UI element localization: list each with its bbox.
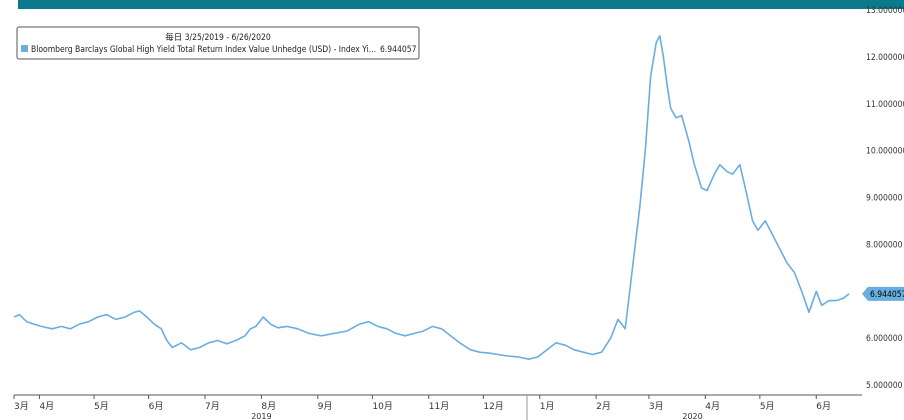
y-axis: 5.0000006.0000007.0000008.0000009.000000… <box>866 6 904 391</box>
x-tick-label: 10月 <box>372 401 392 412</box>
legend-box <box>16 26 420 60</box>
series-line <box>13 34 850 361</box>
y-tick-label: 5.000000 <box>866 381 903 391</box>
x-tick-label: 11月 <box>429 401 449 412</box>
x-tick-label: 6月 <box>149 401 164 412</box>
x-tick-label: 7月 <box>205 401 220 412</box>
last-value-badge: 6.944057 <box>862 286 904 301</box>
legend: 毎日 3/25/2019 - 6/26/2020 Bloomberg Barcl… <box>16 26 420 60</box>
x-tick-label: 1月 <box>540 401 555 412</box>
x-tick-label: 5月 <box>94 401 109 412</box>
y-tick-label: 9.000000 <box>866 194 903 204</box>
year-label: 2019 <box>251 412 271 420</box>
x-tick-label: 5月 <box>760 401 775 412</box>
x-tick-label: 8月 <box>261 401 276 412</box>
y-tick-label: 11.000000 <box>866 100 904 110</box>
year-label: 2020 <box>682 412 702 420</box>
x-tick-label: 4月 <box>705 401 720 412</box>
x-tick-label: 3月 <box>649 401 664 412</box>
y-tick-label: 6.000000 <box>866 334 903 344</box>
x-tick-label: 2月 <box>596 401 611 412</box>
y-tick-label: 8.000000 <box>866 240 903 250</box>
y-tick-label: 13.000000 <box>866 6 904 16</box>
legend-period: 毎日 3/25/2019 - 6/26/2020 <box>165 32 271 43</box>
y-tick-label: 12.000000 <box>866 53 904 63</box>
series-group <box>13 34 850 361</box>
y-tick-label: 10.000000 <box>866 147 904 157</box>
x-tick-label: 12月 <box>483 401 503 412</box>
last-value-label: 6.944057 <box>870 290 904 300</box>
header-bar <box>18 0 904 9</box>
last-value-badge-shape <box>862 286 904 301</box>
legend-swatch <box>21 45 28 52</box>
x-tick-label: 6月 <box>816 401 831 412</box>
x-tick-label: 3月 <box>14 401 29 412</box>
legend-series-label: Bloomberg Barclays Global High Yield Tot… <box>31 45 376 55</box>
legend-series-value: 6.944057 <box>380 45 417 55</box>
x-axis: 3月 4月 5月 6月 7月 8月 9月 10月 11月 12月 1月 2月 3月 4月 5月 6月 2019 2… <box>13 394 862 420</box>
x-tick-label: 9月 <box>318 401 333 412</box>
x-tick-label: 4月 <box>39 401 54 412</box>
